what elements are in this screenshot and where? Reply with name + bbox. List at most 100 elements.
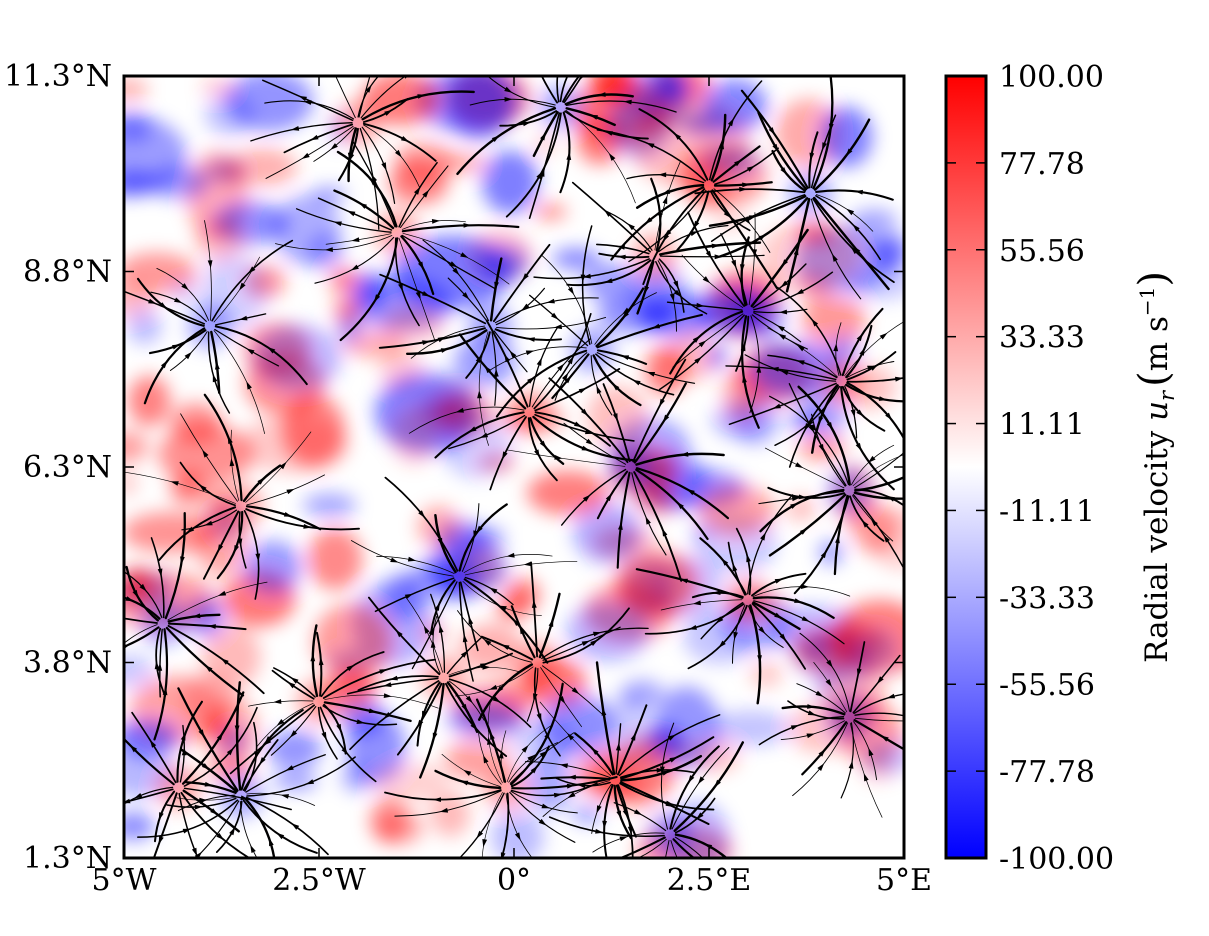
streamline-arrow bbox=[582, 494, 591, 502]
positive-velocity-patch bbox=[334, 670, 379, 698]
negative-velocity-patch bbox=[124, 170, 156, 194]
streamline bbox=[534, 368, 621, 412]
streamline-arrow bbox=[158, 836, 164, 845]
streamline bbox=[533, 258, 650, 280]
streamline bbox=[785, 197, 811, 293]
streamline bbox=[137, 799, 239, 838]
streamline-arrow bbox=[483, 639, 492, 646]
streamline bbox=[243, 510, 260, 600]
streamline-arrow bbox=[804, 423, 811, 432]
streamline bbox=[799, 632, 850, 712]
positive-velocity-patch bbox=[440, 152, 486, 174]
cell-center-patch bbox=[515, 640, 560, 685]
streamline-arrow bbox=[305, 779, 315, 785]
streamline bbox=[153, 628, 169, 741]
streamline-arrow bbox=[886, 693, 896, 699]
colorbar: 100.00 77.78 55.56 33.33 11.11 -11.11 -33.33 -5… bbox=[944, 60, 1179, 877]
streamline-arrow bbox=[341, 747, 349, 755]
streamline bbox=[245, 796, 329, 856]
streamline bbox=[631, 472, 667, 556]
streamline-arrow bbox=[493, 368, 499, 377]
streamline bbox=[203, 393, 243, 502]
streamline-arrow bbox=[526, 337, 535, 342]
streamline-arrow bbox=[721, 558, 729, 566]
streamline bbox=[541, 627, 649, 660]
streamline-arrow bbox=[330, 143, 338, 150]
streamline bbox=[458, 581, 474, 682]
streamline-arrow bbox=[279, 461, 287, 470]
positive-velocity-patch bbox=[786, 495, 816, 522]
streamline-arrow bbox=[646, 142, 655, 149]
streamline-arrow bbox=[104, 612, 112, 617]
cell-center-patch bbox=[538, 85, 583, 130]
streamline-arrow bbox=[432, 732, 438, 741]
positive-velocity-patch bbox=[698, 485, 775, 537]
streamline-arrow bbox=[807, 704, 816, 709]
streamline bbox=[642, 188, 706, 286]
streamline bbox=[357, 675, 439, 691]
streamline-arrow bbox=[698, 340, 707, 348]
streamline bbox=[616, 471, 631, 569]
negative-velocity-patch bbox=[302, 493, 357, 518]
streamline-arrow bbox=[861, 519, 869, 528]
streamline bbox=[183, 787, 292, 811]
streamline bbox=[687, 211, 745, 307]
streamline bbox=[124, 471, 236, 504]
streamline bbox=[314, 236, 395, 284]
streamline-arrow bbox=[796, 360, 805, 365]
streamline bbox=[489, 416, 527, 491]
streamline-arrow bbox=[455, 407, 464, 413]
streamline-arrow bbox=[439, 807, 449, 813]
streamline bbox=[833, 494, 849, 576]
streamline-arrow bbox=[845, 148, 853, 157]
streamline bbox=[362, 122, 437, 162]
streamline-arrow bbox=[210, 808, 218, 815]
negative-velocity-patch bbox=[709, 710, 791, 746]
streamline-arrow bbox=[531, 599, 537, 608]
streamline-arrow bbox=[229, 458, 235, 467]
streamline-arrow bbox=[536, 357, 542, 366]
streamline-arrow bbox=[910, 495, 918, 500]
streamline-arrow bbox=[791, 496, 801, 502]
negative-velocity-patch bbox=[552, 248, 601, 270]
map-panel bbox=[104, 62, 918, 860]
streamline-arrow bbox=[229, 827, 236, 836]
streamline bbox=[752, 596, 835, 619]
streamline bbox=[143, 327, 206, 405]
streamline-arrow bbox=[204, 781, 213, 787]
streamline bbox=[183, 706, 258, 787]
streamline-arrow bbox=[590, 639, 599, 646]
streamline bbox=[242, 799, 318, 854]
streamline-arrow bbox=[570, 62, 576, 70]
streamline-arrow bbox=[336, 723, 342, 733]
streamline bbox=[509, 791, 576, 843]
streamline-arrow bbox=[422, 710, 427, 719]
streamline-arrow bbox=[365, 84, 372, 93]
streamline bbox=[487, 702, 503, 784]
positive-velocity-patch bbox=[124, 566, 153, 603]
streamline-arrow bbox=[347, 152, 353, 161]
streamline-arrow bbox=[673, 289, 682, 297]
streamline-arrow bbox=[465, 695, 473, 704]
streamline-arrow bbox=[779, 309, 788, 315]
streamline-arrow bbox=[484, 365, 492, 374]
positive-velocity-patch bbox=[417, 505, 461, 548]
streamline bbox=[565, 100, 677, 113]
streamline bbox=[401, 234, 496, 290]
streamline bbox=[559, 111, 571, 194]
streamline bbox=[542, 607, 630, 664]
streamline-arrow bbox=[807, 710, 817, 716]
streamline bbox=[644, 603, 745, 635]
streamline bbox=[510, 782, 598, 797]
streamline bbox=[617, 784, 634, 858]
streamline bbox=[478, 331, 489, 446]
positive-velocity-patch bbox=[390, 406, 437, 466]
streamline bbox=[619, 782, 715, 811]
streamline-cell bbox=[533, 160, 765, 332]
streamline-arrow bbox=[194, 851, 203, 858]
positive-velocity-patch bbox=[759, 221, 863, 289]
streamline-arrow bbox=[239, 282, 246, 291]
streamline-arrow bbox=[669, 756, 678, 763]
streamline bbox=[846, 376, 904, 383]
streamline-arrow bbox=[780, 370, 789, 376]
